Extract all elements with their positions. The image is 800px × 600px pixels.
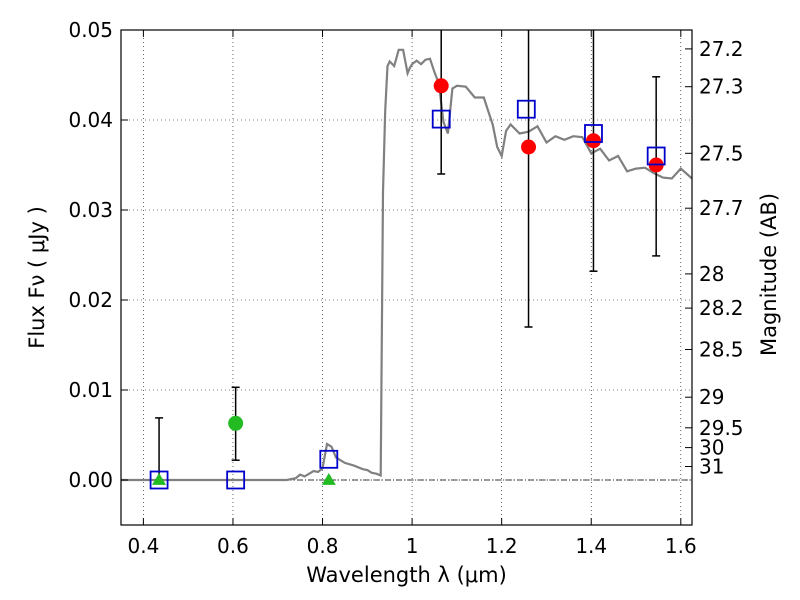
y-tick-label: 0.01 (68, 378, 113, 402)
y2-tick-label: 28.2 (699, 296, 744, 320)
x-tick-label: 0.4 (127, 534, 159, 558)
data-point-triangle (321, 473, 336, 485)
model-spectrum-line (121, 48, 692, 482)
axes-frame (120, 29, 693, 526)
y2-axis-title: Magnitude (AB) (757, 193, 781, 356)
data-point-square (646, 146, 666, 166)
x-tick-label: 0.8 (307, 534, 339, 558)
data-point-square (584, 124, 603, 143)
y2-tick-label: 27.3 (699, 75, 744, 99)
data-point-square (431, 109, 451, 129)
y2-tick-label: 29 (699, 385, 724, 409)
y-tick-label: 0.04 (68, 108, 113, 132)
y-tick-label: 0.00 (68, 468, 113, 492)
x-tick-label: 0.6 (217, 534, 249, 558)
y2-tick-label: 27.7 (699, 196, 744, 220)
y2-tick-label: 30 (699, 436, 724, 460)
y2-tick-label: 27.5 (699, 141, 744, 165)
y-tick-label: 0.03 (68, 198, 113, 222)
data-point-circle (521, 139, 537, 155)
data-point-triangle (152, 473, 167, 485)
y2-tick-label: 28 (699, 262, 724, 286)
data-point-square (516, 99, 536, 119)
y2-tick-label: 31 (699, 455, 724, 479)
data-point-circle (228, 415, 244, 431)
y2-tick-label: 27.2 (699, 37, 744, 61)
y-tick-label: 0.02 (68, 288, 113, 312)
data-point-circle (433, 78, 449, 94)
x-tick-label: 1.4 (575, 534, 607, 558)
x-tick-label: 1 (406, 534, 419, 558)
data-point-square (226, 470, 246, 490)
data-point-square (149, 470, 169, 490)
y2-tick-label: 29.5 (699, 416, 744, 440)
x-tick-label: 1.6 (665, 534, 697, 558)
y-tick-label: 0.05 (68, 18, 113, 42)
x-axis-title: Wavelength λ (μm) (306, 563, 507, 587)
y2-tick-label: 28.5 (699, 338, 744, 362)
plot-area (121, 30, 692, 490)
x-tick-label: 1.2 (486, 534, 518, 558)
data-point-square (319, 449, 339, 469)
y-axis-title: Flux Fν ( μJy ) (25, 206, 49, 349)
data-point-circle (585, 133, 601, 149)
